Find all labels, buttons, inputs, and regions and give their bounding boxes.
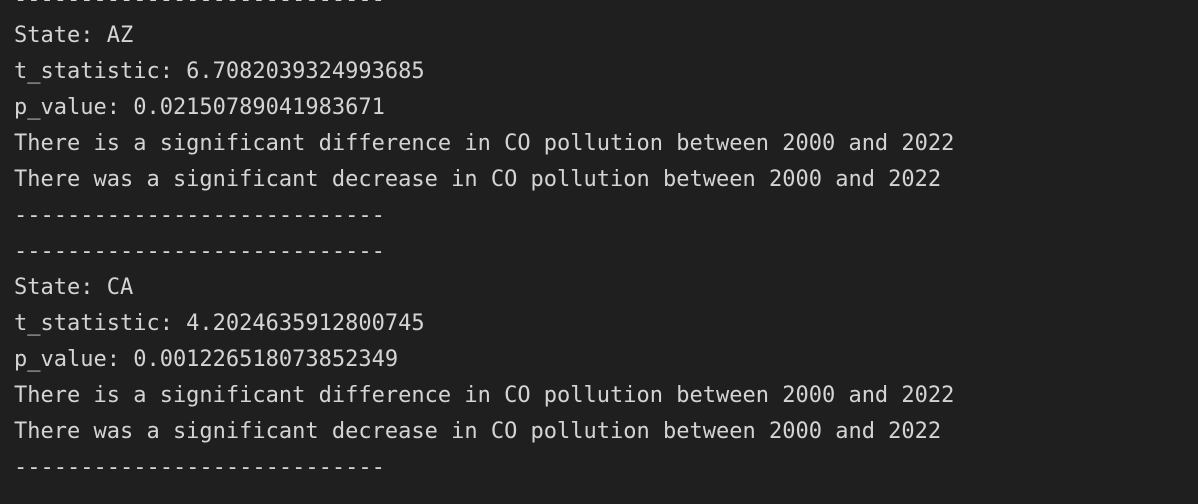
t-statistic-line: t_statistic: 4.2024635912800745: [14, 311, 425, 336]
result-block-ca: State: CA t_statistic: 4.202463591280074…: [14, 270, 1198, 450]
t-statistic-line: t_statistic: 6.7082039324993685: [14, 59, 425, 84]
trend-line: There was a significant decrease in CO p…: [14, 419, 942, 444]
separator-line: ----------------------------: [14, 455, 385, 480]
difference-line: There is a significant difference in CO …: [14, 131, 955, 156]
separator-line: ----------------------------: [14, 203, 385, 228]
result-block-az: State: AZ t_statistic: 6.708203932499368…: [14, 18, 1198, 198]
separator-line: ----------------------------: [14, 239, 385, 264]
difference-line: There is a significant difference in CO …: [14, 383, 955, 408]
separator-line: ----------------------------: [14, 0, 1198, 18]
trend-line: There was a significant decrease in CO p…: [14, 167, 942, 192]
terminal-output[interactable]: ---------------------------- State: AZ t…: [0, 0, 1198, 486]
state-line: State: AZ: [14, 23, 134, 48]
p-value-line: p_value: 0.02150789041983671: [14, 95, 385, 120]
state-line: State: CA: [14, 275, 134, 300]
p-value-line: p_value: 0.001226518073852349: [14, 347, 399, 372]
